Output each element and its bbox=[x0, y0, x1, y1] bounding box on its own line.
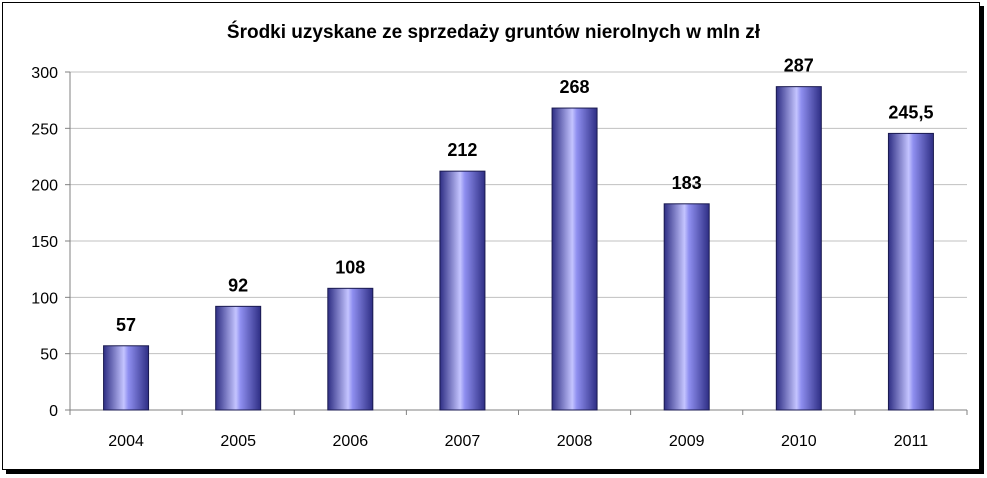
data-label-2006: 108 bbox=[335, 257, 365, 277]
data-label-2008: 268 bbox=[560, 77, 590, 97]
bar-2005 bbox=[215, 305, 262, 411]
data-label-2005: 92 bbox=[228, 275, 248, 295]
data-label-2011: 245,5 bbox=[888, 102, 933, 122]
bar-2007 bbox=[439, 170, 486, 411]
bar-2010 bbox=[775, 86, 822, 411]
x-tick-label-2004: 2004 bbox=[108, 433, 144, 450]
y-tick-label: 100 bbox=[31, 290, 58, 307]
y-tick-label: 250 bbox=[31, 121, 58, 138]
bar-2008 bbox=[551, 107, 598, 411]
x-tick-label-2011: 2011 bbox=[894, 433, 929, 450]
data-label-2010: 287 bbox=[784, 56, 814, 76]
bar-2004 bbox=[103, 345, 150, 411]
bar-2011 bbox=[887, 132, 934, 411]
x-tick-label-2005: 2005 bbox=[220, 433, 256, 450]
chart-title: Środki uzyskane ze sprzedaży gruntów nie… bbox=[226, 22, 761, 43]
bar-2009 bbox=[663, 203, 710, 411]
x-tick-label-2006: 2006 bbox=[333, 433, 369, 450]
y-tick-label: 300 bbox=[31, 65, 58, 82]
x-tick-label-2009: 2009 bbox=[669, 433, 705, 450]
x-tick-label-2008: 2008 bbox=[557, 433, 593, 450]
x-tick-label-2007: 2007 bbox=[445, 433, 481, 450]
bar-2006 bbox=[327, 287, 374, 411]
y-tick-label: 200 bbox=[31, 178, 58, 195]
data-label-2009: 183 bbox=[672, 173, 702, 193]
x-tick-label-2010: 2010 bbox=[781, 433, 817, 450]
data-label-2004: 57 bbox=[116, 315, 136, 335]
y-tick-label: 50 bbox=[40, 347, 58, 364]
data-label-2007: 212 bbox=[447, 140, 477, 160]
y-tick-label: 0 bbox=[49, 403, 58, 420]
y-tick-label: 150 bbox=[31, 234, 58, 251]
